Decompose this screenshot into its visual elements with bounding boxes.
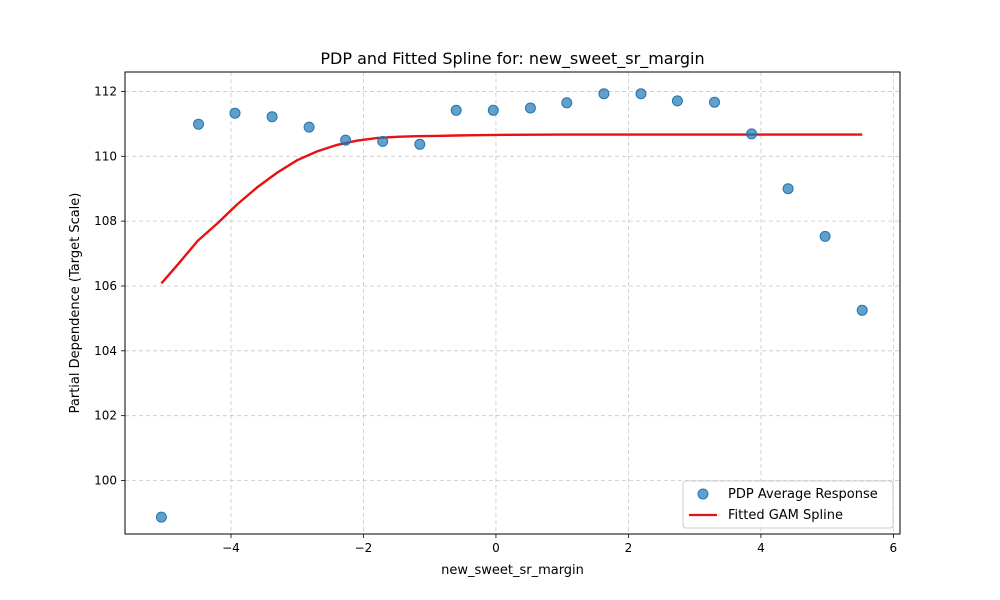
x-tick-label: 2 <box>625 541 633 555</box>
fitted-gam-spline-line <box>160 133 863 285</box>
pdp-point <box>229 107 241 119</box>
x-tick-label: −4 <box>222 541 240 555</box>
x-tick-label: 4 <box>757 541 765 555</box>
legend-marker-pdp-average-response <box>697 488 709 500</box>
y-axis-ticks: 100 102 104 106 108 110 112 <box>94 84 125 488</box>
pdp-point <box>671 95 683 107</box>
pdp-point <box>819 230 831 242</box>
pdp-point <box>635 88 647 100</box>
x-axis-ticks: −4 −2 0 2 4 6 <box>222 534 897 555</box>
pdp-point <box>782 183 794 195</box>
pdp-point <box>856 304 868 316</box>
x-tick-label: 6 <box>890 541 898 555</box>
pdp-point <box>524 102 536 114</box>
pdp-point <box>155 511 167 523</box>
pdp-point <box>746 128 758 140</box>
pdp-point <box>450 104 462 116</box>
x-axis-label: new_sweet_sr_margin <box>441 563 584 578</box>
pdp-point <box>193 118 204 130</box>
chart-title: PDP and Fitted Spline for: new_sweet_sr_… <box>320 49 704 69</box>
pdp-point <box>340 134 352 146</box>
legend-label-fitted-gam-spline: Fitted GAM Spline <box>728 508 843 523</box>
y-tick-label: 106 <box>94 279 117 293</box>
pdp-point <box>414 138 426 150</box>
pdp-point <box>266 111 278 123</box>
pdp-point <box>709 96 720 108</box>
plot-area-frame <box>124 71 901 535</box>
pdp-points-layer <box>155 88 868 523</box>
y-tick-label: 102 <box>94 409 117 423</box>
y-tick-label: 104 <box>94 344 117 358</box>
y-tick-label: 112 <box>94 84 117 98</box>
legend-box <box>682 480 894 529</box>
pdp-point <box>487 104 499 116</box>
x-tick-label: 0 <box>492 541 500 555</box>
y-tick-label: 110 <box>94 149 117 163</box>
pdp-point <box>303 121 315 133</box>
pdp-point <box>598 88 610 100</box>
legend-label-pdp-average-response: PDP Average Response <box>728 487 878 502</box>
legend: PDP Average Response Fitted GAM Spline <box>682 480 894 529</box>
y-tick-label: 100 <box>94 474 117 488</box>
x-tick-label: −2 <box>355 541 373 555</box>
pdp-point <box>561 97 573 109</box>
y-axis-label: Partial Dependence (Target Scale) <box>68 193 83 414</box>
y-tick-label: 108 <box>94 214 117 228</box>
fitted-gam-spline-layer <box>160 133 863 285</box>
pdp-point <box>377 135 389 147</box>
